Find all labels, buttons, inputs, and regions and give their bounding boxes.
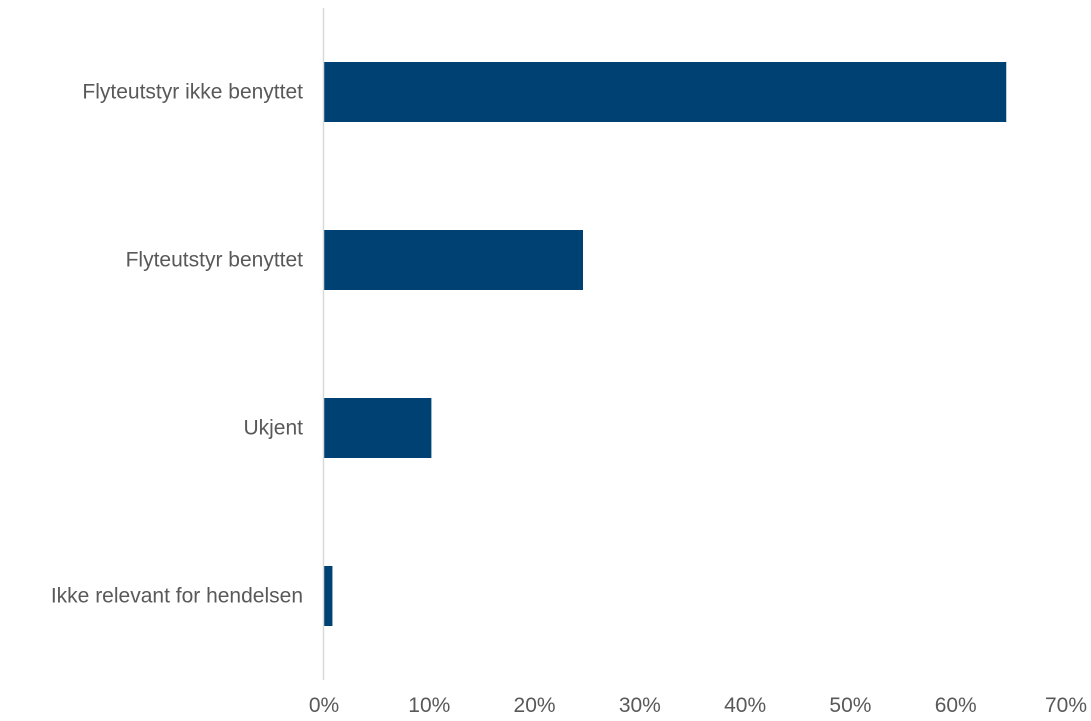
x-tick-label-6: 60% — [935, 694, 977, 717]
x-tick-label-3: 30% — [619, 694, 661, 717]
bar-2 — [324, 398, 432, 458]
bars-group — [324, 62, 1007, 626]
x-tick-label-1: 10% — [408, 694, 450, 717]
category-label-3: Ikke relevant for hendelsen — [51, 585, 303, 608]
x-tick-label-0: 0% — [309, 694, 339, 717]
x-tick-label-4: 40% — [724, 694, 766, 717]
x-axis-tick-labels: 0% 10% 20% 30% 40% 50% 60% 70% — [309, 694, 1087, 717]
bar-3 — [324, 566, 333, 626]
x-tick-label-7: 70% — [1045, 694, 1087, 717]
category-labels: Flyteutstyr ikke benyttet Flyteutstyr ben… — [51, 81, 303, 608]
category-label-2: Ukjent — [243, 417, 303, 440]
x-tick-label-5: 50% — [829, 694, 871, 717]
category-label-0: Flyteutstyr ikke benyttet — [82, 81, 303, 104]
x-tick-label-2: 20% — [514, 694, 556, 717]
bar-0 — [324, 62, 1007, 122]
bar-1 — [324, 230, 584, 290]
category-label-1: Flyteutstyr benyttet — [126, 249, 304, 272]
